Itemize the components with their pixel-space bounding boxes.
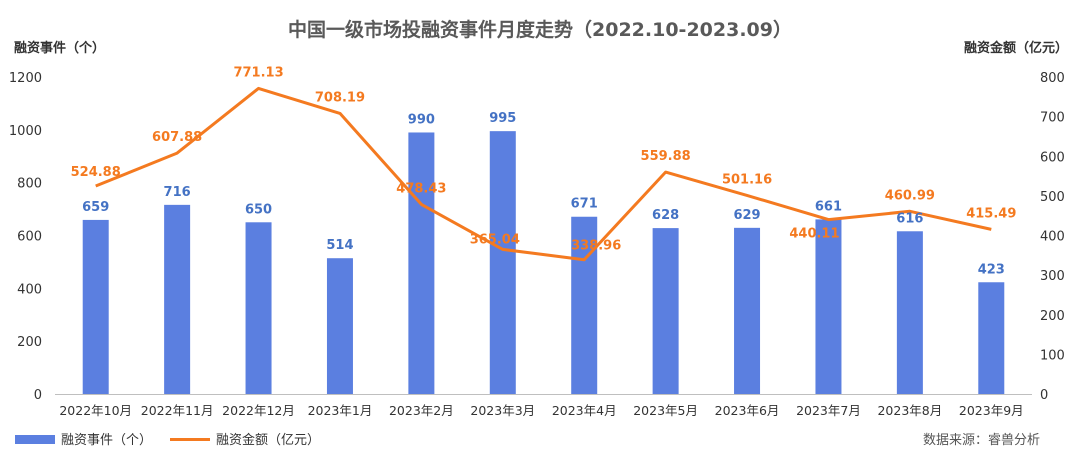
x-tick-label: 2023年4月	[552, 403, 617, 418]
bar	[245, 222, 272, 394]
source-note: 数据来源：睿兽分析	[923, 433, 1040, 448]
bar-data-label: 629	[733, 208, 760, 223]
bar-data-label: 995	[489, 111, 516, 126]
y-right-tick-label: 200	[1040, 309, 1065, 324]
x-tick-label: 2022年12月	[222, 403, 295, 418]
y-left-tick-label: 800	[17, 177, 42, 192]
bar	[652, 228, 679, 394]
legend-line-label: 融资金额（亿元）	[216, 432, 320, 448]
bar	[164, 204, 191, 394]
bar-data-label: 659	[82, 200, 109, 215]
x-tick-label: 2022年11月	[141, 403, 214, 418]
y-left-tick-label: 1000	[9, 124, 42, 139]
x-tick-label: 2023年1月	[308, 403, 373, 418]
x-tick-label: 2023年7月	[796, 403, 861, 418]
y-right-tick-label: 300	[1040, 269, 1065, 284]
bar	[978, 282, 1005, 394]
bar-data-label: 628	[652, 208, 679, 223]
legend-bar-swatch	[15, 435, 55, 444]
x-tick-label: 2023年8月	[877, 403, 942, 418]
line-series	[95, 86, 992, 262]
x-tick-label: 2023年5月	[633, 403, 698, 418]
y-left-tick-label: 600	[17, 230, 42, 245]
line-data-label: 415.49	[966, 206, 1016, 221]
y-axis-right-title: 融资金额（亿元）	[964, 40, 1068, 56]
bar-data-label: 650	[245, 202, 272, 217]
x-tick-label: 2023年2月	[389, 403, 454, 418]
line-series-path	[95, 86, 992, 262]
bar	[571, 216, 598, 394]
bar-data-label: 423	[978, 262, 1005, 277]
chart-title: 中国一级市场投融资事件月度走势（2022.10-2023.09）	[288, 18, 792, 41]
bar-data-label: 661	[815, 199, 842, 214]
y-right-tick-label: 0	[1040, 388, 1048, 403]
line-data-label: 524.88	[71, 165, 121, 180]
line-data-label: 365.04	[470, 232, 520, 247]
y-axis-left-ticks: 0 200 400 600 800 1000 1200	[9, 71, 42, 403]
x-tick-label: 2023年9月	[959, 403, 1024, 418]
y-right-tick-label: 600	[1040, 150, 1065, 165]
bar-data-label: 616	[896, 211, 923, 226]
y-left-tick-label: 400	[17, 282, 42, 297]
line-data-label: 440.11	[789, 227, 839, 242]
bar	[489, 131, 516, 394]
y-axis-right-ticks: 0 100 200 300 400 500 600 700 800	[1040, 71, 1065, 403]
bar-data-label: 671	[571, 197, 598, 212]
x-tick-label: 2023年3月	[470, 403, 535, 418]
y-axis-left-title: 融资事件（个）	[14, 40, 105, 56]
bar	[408, 132, 435, 394]
x-tick-label: 2022年10月	[59, 403, 132, 418]
x-tick-label: 2023年6月	[715, 403, 780, 418]
bar-data-label: 990	[408, 112, 435, 127]
line-labels: 524.88 607.88 771.13 708.19 478.43 365.04 338.…	[71, 65, 1017, 253]
x-axis-ticks: 2022年10月 2022年11月 2022年12月 2023年1月 2023年2月 20…	[59, 403, 1023, 418]
line-data-label: 338.96	[571, 239, 621, 254]
y-right-tick-label: 500	[1040, 190, 1065, 205]
bar	[815, 219, 842, 394]
bar-series	[82, 131, 1005, 394]
bar-data-label: 716	[164, 185, 191, 200]
bar	[326, 258, 353, 394]
y-right-tick-label: 700	[1040, 111, 1065, 126]
line-data-label: 607.88	[152, 130, 202, 145]
legend: 融资事件（个） 融资金额（亿元）	[15, 432, 320, 448]
y-left-tick-label: 200	[17, 335, 42, 350]
bar-data-label: 514	[326, 238, 353, 253]
line-data-label: 478.43	[396, 181, 446, 196]
line-data-label: 771.13	[233, 65, 283, 80]
legend-bar-label: 融资事件（个）	[61, 433, 152, 448]
line-data-label: 559.88	[641, 149, 691, 164]
y-right-tick-label: 400	[1040, 230, 1065, 245]
bar	[896, 231, 923, 394]
bar	[734, 227, 761, 394]
y-right-tick-label: 800	[1040, 71, 1065, 86]
bar	[82, 219, 109, 394]
bar-labels: 659 716 650 514 990 995 671 628 629 661 616 423	[82, 111, 1005, 277]
line-data-label: 708.19	[315, 90, 365, 105]
line-data-label: 501.16	[722, 172, 772, 187]
y-right-tick-label: 100	[1040, 348, 1065, 363]
y-left-tick-label: 0	[34, 388, 42, 403]
y-left-tick-label: 1200	[9, 71, 42, 86]
line-data-label: 460.99	[885, 188, 935, 203]
